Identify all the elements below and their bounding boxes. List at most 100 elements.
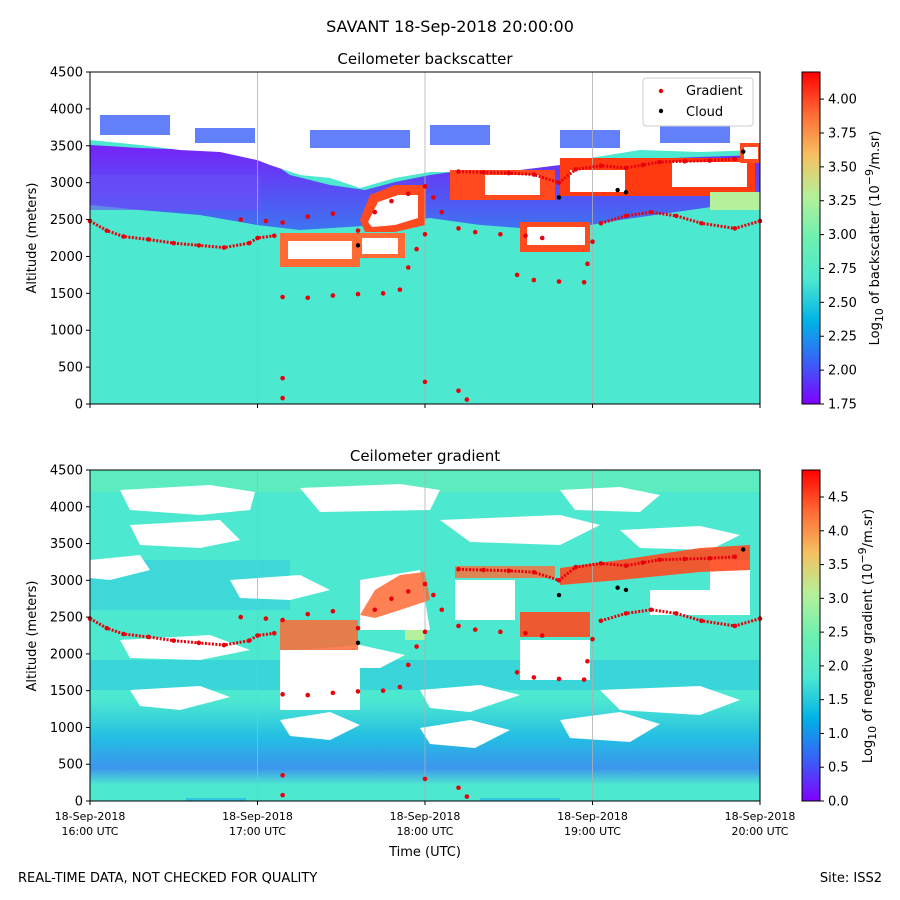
gradient-point bbox=[280, 772, 285, 778]
backscatter-ylabel: Altitude (meters) bbox=[25, 183, 40, 294]
gradient-point bbox=[280, 294, 285, 300]
legend: Gradient Cloud bbox=[642, 77, 754, 127]
y-tick-label: 4500 bbox=[50, 66, 83, 81]
gradient-point bbox=[422, 629, 428, 635]
gradient-point bbox=[464, 794, 470, 799]
gradient-point bbox=[305, 214, 311, 219]
gradient-point bbox=[439, 209, 445, 215]
colorbar-tick-label: 1.5 bbox=[828, 693, 849, 708]
gradient-point bbox=[305, 295, 311, 301]
gradient-y-ticks: 0 500 1000 1500 2000 2500 3000 3500 4000 4500 bbox=[50, 464, 90, 810]
gradient-point bbox=[305, 692, 311, 698]
gradient-point bbox=[405, 662, 411, 668]
gradient-point bbox=[330, 690, 336, 696]
gradient-point bbox=[405, 265, 411, 270]
y-tick-label: 1500 bbox=[50, 287, 83, 302]
gradient-point bbox=[585, 261, 590, 267]
gradient-point bbox=[372, 607, 378, 613]
colorbar-tick-label: 3.00 bbox=[828, 228, 857, 243]
footer-site: Site: ISS2 bbox=[820, 871, 882, 886]
x-tick-date: 18-Sep-2018 bbox=[55, 810, 126, 823]
gradient-point bbox=[405, 589, 411, 594]
gradient-point bbox=[422, 581, 428, 587]
footer-quality-note: REAL-TIME DATA, NOT CHECKED FOR QUALITY bbox=[18, 871, 317, 886]
gradient-point bbox=[280, 375, 285, 381]
backscatter-gradient-points bbox=[87, 156, 763, 402]
gradient-point bbox=[585, 658, 590, 664]
x-tick-time: 20:00 UTC bbox=[731, 825, 788, 838]
gradient-point bbox=[280, 692, 285, 697]
gradient-point bbox=[514, 272, 520, 278]
gradient-title: Ceilometer gradient bbox=[350, 447, 500, 465]
y-tick-label: 0 bbox=[75, 795, 83, 810]
y-tick-label: 3500 bbox=[50, 139, 83, 154]
gradient-point bbox=[439, 607, 445, 613]
gradient-point bbox=[280, 220, 285, 225]
cloud-point bbox=[623, 190, 629, 195]
colorbar-tick-label: 2.00 bbox=[828, 364, 857, 379]
gradient-colorbar-ticks: 0.0 0.5 1.0 1.5 2.0 2.5 3.0 3.5 4.0 4.5 bbox=[820, 491, 849, 810]
legend-gradient-marker bbox=[658, 88, 664, 94]
gradient-point bbox=[380, 291, 386, 296]
colorbar-tick-label: 3.5 bbox=[828, 558, 849, 573]
gradient-point bbox=[422, 379, 428, 385]
gradient-colorbar-bar bbox=[801, 469, 821, 802]
y-tick-label: 2000 bbox=[50, 647, 83, 662]
gradient-point bbox=[238, 614, 244, 620]
legend-gradient-label: Gradient bbox=[686, 84, 743, 99]
colorbar-tick-label: 1.75 bbox=[828, 398, 857, 413]
gradient-point bbox=[498, 232, 503, 237]
gradient-point bbox=[405, 191, 411, 197]
colorbar-tick-label: 4.5 bbox=[828, 491, 849, 506]
colorbar-tick-label: 1.0 bbox=[828, 727, 849, 742]
gradient-trace bbox=[600, 210, 761, 230]
y-tick-label: 1000 bbox=[50, 324, 83, 339]
colorbar-tick-label: 3.0 bbox=[828, 592, 849, 607]
x-tick-date: 18-Sep-2018 bbox=[222, 810, 293, 823]
gradient-point bbox=[590, 636, 595, 642]
colorbar-tick-label: 3.25 bbox=[828, 194, 857, 209]
gradient-point bbox=[514, 669, 520, 675]
gradient-point bbox=[397, 684, 403, 690]
gradient-trace bbox=[89, 219, 275, 250]
cloud-point bbox=[355, 640, 361, 646]
x-axis-label: Time (UTC) bbox=[388, 845, 461, 860]
gradient-point bbox=[263, 616, 269, 621]
gradient-point bbox=[472, 627, 478, 632]
gradient-point bbox=[531, 277, 537, 283]
gradient-point bbox=[305, 611, 311, 617]
gradient-colorbar-label: Log10 of negative gradient (10−9/m.sr) bbox=[856, 509, 879, 763]
gradient-gradient-points bbox=[87, 554, 763, 799]
colorbar-tick-label: 3.75 bbox=[828, 126, 857, 141]
gradient-point bbox=[431, 195, 436, 200]
gradient-point bbox=[372, 209, 378, 215]
legend-cloud-marker bbox=[658, 108, 664, 114]
gradient-point bbox=[464, 397, 470, 402]
gradient-trace bbox=[89, 617, 275, 647]
gradient-point bbox=[397, 287, 403, 292]
colorbar-tick-label: 0.5 bbox=[828, 761, 849, 776]
cloud-point bbox=[355, 243, 361, 248]
gradient-panel: Ceilometer gradient bbox=[25, 447, 879, 838]
gradient-trace bbox=[600, 608, 761, 628]
y-tick-label: 1000 bbox=[50, 721, 83, 736]
gradient-point bbox=[523, 233, 528, 239]
backscatter-colorbar-label: Log10 of backscatter (10−9/m.sr) bbox=[863, 131, 886, 346]
y-tick-label: 2500 bbox=[50, 611, 83, 626]
gradient-point bbox=[732, 156, 738, 162]
x-tick-time: 16:00 UTC bbox=[61, 825, 118, 838]
gradient-point bbox=[355, 689, 361, 694]
colorbar-tick-label: 2.0 bbox=[828, 659, 849, 674]
x-tick-date: 18-Sep-2018 bbox=[557, 810, 628, 823]
gradient-point bbox=[556, 676, 562, 682]
gradient-point bbox=[456, 226, 461, 231]
gradient-point bbox=[330, 211, 336, 216]
gradient-point bbox=[380, 688, 386, 693]
x-tick-time: 18:00 UTC bbox=[396, 825, 453, 838]
gradient-point bbox=[539, 235, 545, 241]
colorbar-tick-label: 2.5 bbox=[828, 626, 849, 641]
cloud-point bbox=[741, 149, 746, 154]
gradient-ylabel: Altitude (meters) bbox=[25, 581, 40, 692]
y-tick-label: 3500 bbox=[50, 537, 83, 552]
gradient-trace bbox=[458, 157, 735, 185]
